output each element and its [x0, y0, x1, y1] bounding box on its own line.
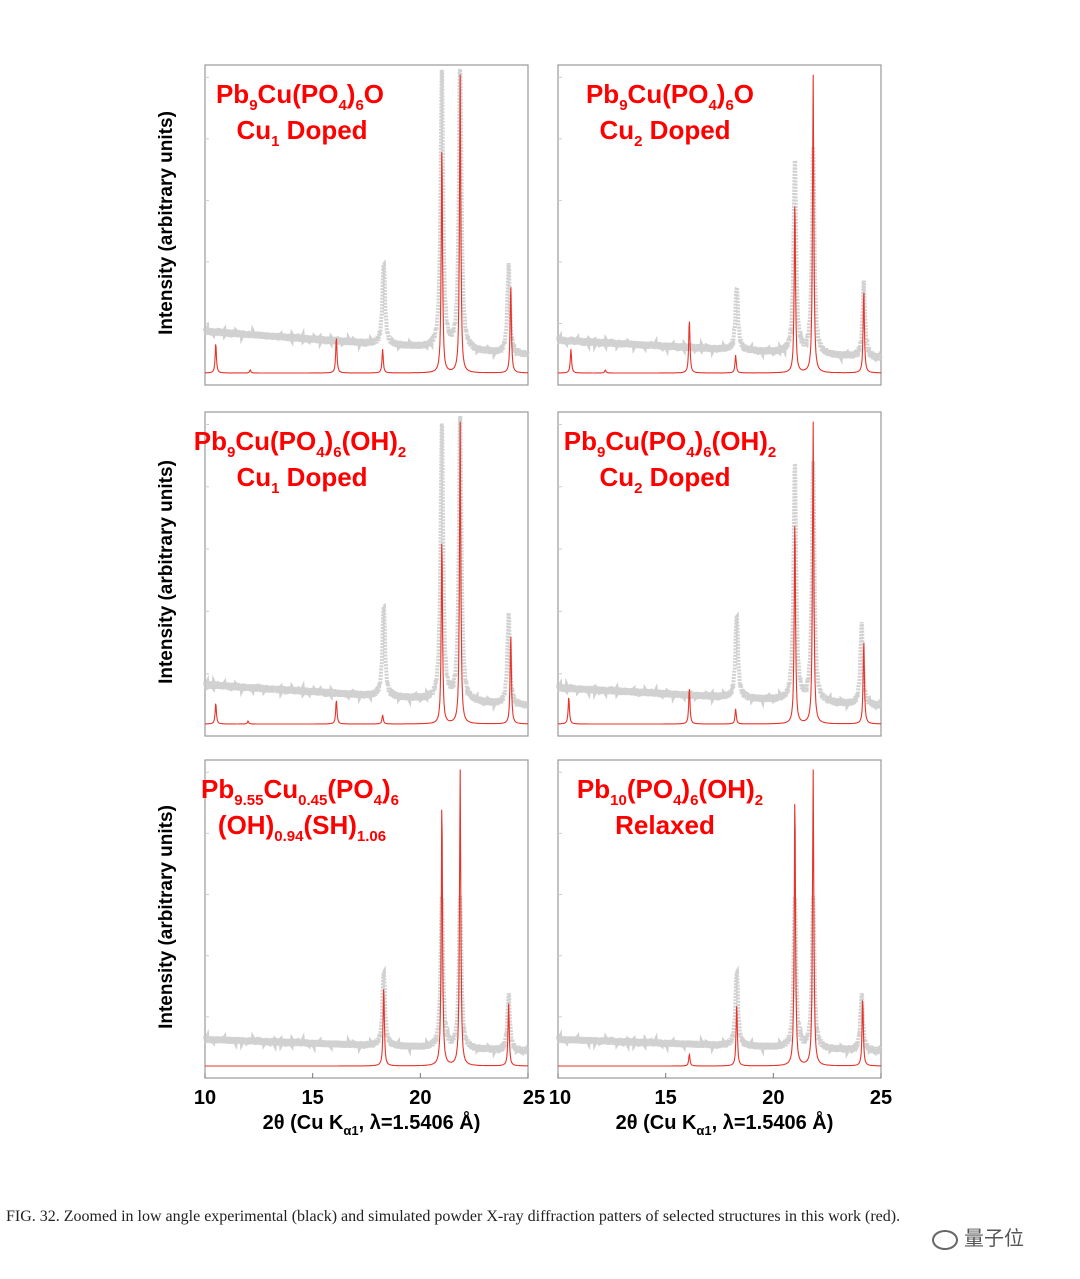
series-experimental: [203, 893, 530, 1060]
plot-frame: [557, 411, 882, 737]
series-simulated: [205, 421, 528, 725]
series-simulated: [557, 421, 881, 725]
panel-label-line-2: Cu2 Doped: [599, 462, 730, 497]
y-axis-label-1: Intensity (arbitrary units): [156, 111, 177, 335]
chat-bubble-icon: [932, 1229, 958, 1250]
panel-label-line-1: Pb9Cu(PO4)6(OH)2: [194, 426, 407, 461]
x-tick-label: 25: [870, 1087, 892, 1109]
panel-label-line-1: Pb10(PO4)6(OH)2: [577, 774, 763, 809]
x-tick-label: 15: [655, 1087, 677, 1109]
x-tick-label: 20: [409, 1087, 431, 1109]
x-tick-label: 15: [302, 1087, 324, 1109]
x-axis-label: 2θ (Cu Kα1, λ=1.5406 Å): [263, 1110, 481, 1138]
y-axis-label-2: Intensity (arbitrary units): [156, 460, 177, 684]
series-experimental: [556, 461, 883, 713]
series-experimental: [556, 893, 883, 1060]
watermark: 量子位: [932, 1222, 1024, 1251]
plot-frame: [204, 759, 529, 1079]
x-tick-label: 10: [194, 1087, 216, 1109]
x-tick-label: 10: [549, 1087, 571, 1109]
watermark-text: 量子位: [964, 1226, 1024, 1250]
panel-label-line-2: Cu1 Doped: [236, 115, 367, 150]
plot-frame: [557, 64, 882, 386]
series-simulated: [205, 74, 528, 374]
panel-label-line-2: (OH)0.94(SH)1.06: [218, 810, 386, 845]
panel-label-line-1: Pb9Cu(PO4)6(OH)2: [564, 426, 777, 461]
x-tick-label: 20: [762, 1087, 784, 1109]
panel-label-line-2: Cu1 Doped: [236, 462, 367, 497]
panel-label-line-1: Pb9Cu(PO4)6O: [216, 79, 384, 114]
series-simulated: [205, 769, 528, 1067]
panel-label-line-2: Relaxed: [615, 810, 715, 840]
x-tick-label: 25: [523, 1087, 545, 1109]
x-axis-label: 2θ (Cu Kα1, λ=1.5406 Å): [616, 1110, 834, 1138]
xrd-panel-5: Pb9.55Cu0.45(PO4)6(OH)0.94(SH)1.06: [201, 759, 530, 1079]
panel-label-line-1: Pb9.55Cu0.45(PO4)6: [201, 774, 399, 809]
series-experimental: [203, 415, 530, 713]
series-simulated: [558, 74, 881, 374]
series-experimental: [203, 68, 530, 361]
panel-label-line-2: Cu2 Doped: [599, 115, 730, 150]
figure-caption: FIG. 32. Zoomed in low angle experimenta…: [6, 1208, 901, 1225]
plot-frame: [557, 759, 882, 1079]
plot-frame: [204, 411, 529, 737]
panel-label-line-1: Pb9Cu(PO4)6O: [586, 79, 754, 114]
series-simulated: [558, 769, 881, 1067]
series-experimental: [556, 146, 883, 365]
y-axis-label-3: Intensity (arbitrary units): [156, 805, 177, 1029]
